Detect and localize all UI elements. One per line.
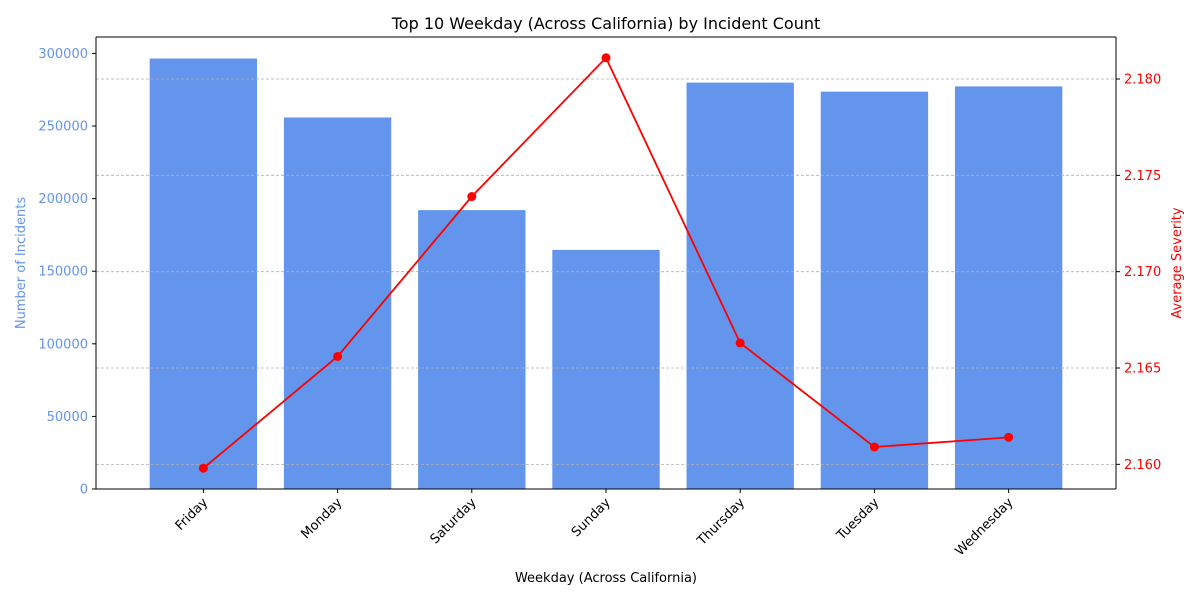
y-axis-title: Number of Incidents (14, 197, 29, 329)
severity-point-wednesday (1004, 432, 1014, 442)
bar-monday (283, 117, 392, 489)
bar-wednesday (954, 86, 1063, 489)
severity-point-monday (333, 351, 343, 361)
severity-point-saturday (467, 192, 477, 202)
y-tick-label: 0 (80, 483, 88, 498)
y-tick-label: 200000 (38, 192, 88, 207)
y2-axis-title: Average Severity (1170, 207, 1185, 319)
bar-tuesday (820, 91, 929, 490)
x-axis-title: Weekday (Across California) (515, 571, 697, 586)
y-tick-label: 50000 (47, 410, 88, 425)
severity-line-series (198, 53, 1014, 473)
severity-point-thursday (735, 338, 745, 348)
y-tick-label: 100000 (38, 337, 88, 352)
bar-sunday (552, 249, 660, 489)
y2-tick-label: 2.175 (1124, 169, 1161, 184)
y-tick-label: 150000 (38, 265, 88, 280)
bar-friday (149, 58, 258, 490)
severity-point-tuesday (869, 442, 879, 452)
chart-title: Top 10 Weekday (Across California) by In… (391, 14, 821, 33)
bar-thursday (686, 82, 794, 490)
gridlines (96, 78, 1116, 465)
y2-tick-label: 2.160 (1124, 458, 1161, 473)
severity-point-friday (198, 463, 208, 473)
bar-saturday (418, 210, 526, 489)
y2-tick-label: 2.170 (1124, 265, 1161, 280)
y2-tick-label: 2.165 (1124, 362, 1161, 377)
severity-point-sunday (601, 53, 611, 63)
bar-series (149, 58, 1063, 490)
y2-tick-label: 2.180 (1124, 73, 1161, 88)
y-tick-label: 250000 (38, 120, 88, 135)
y-tick-label: 300000 (38, 47, 88, 62)
